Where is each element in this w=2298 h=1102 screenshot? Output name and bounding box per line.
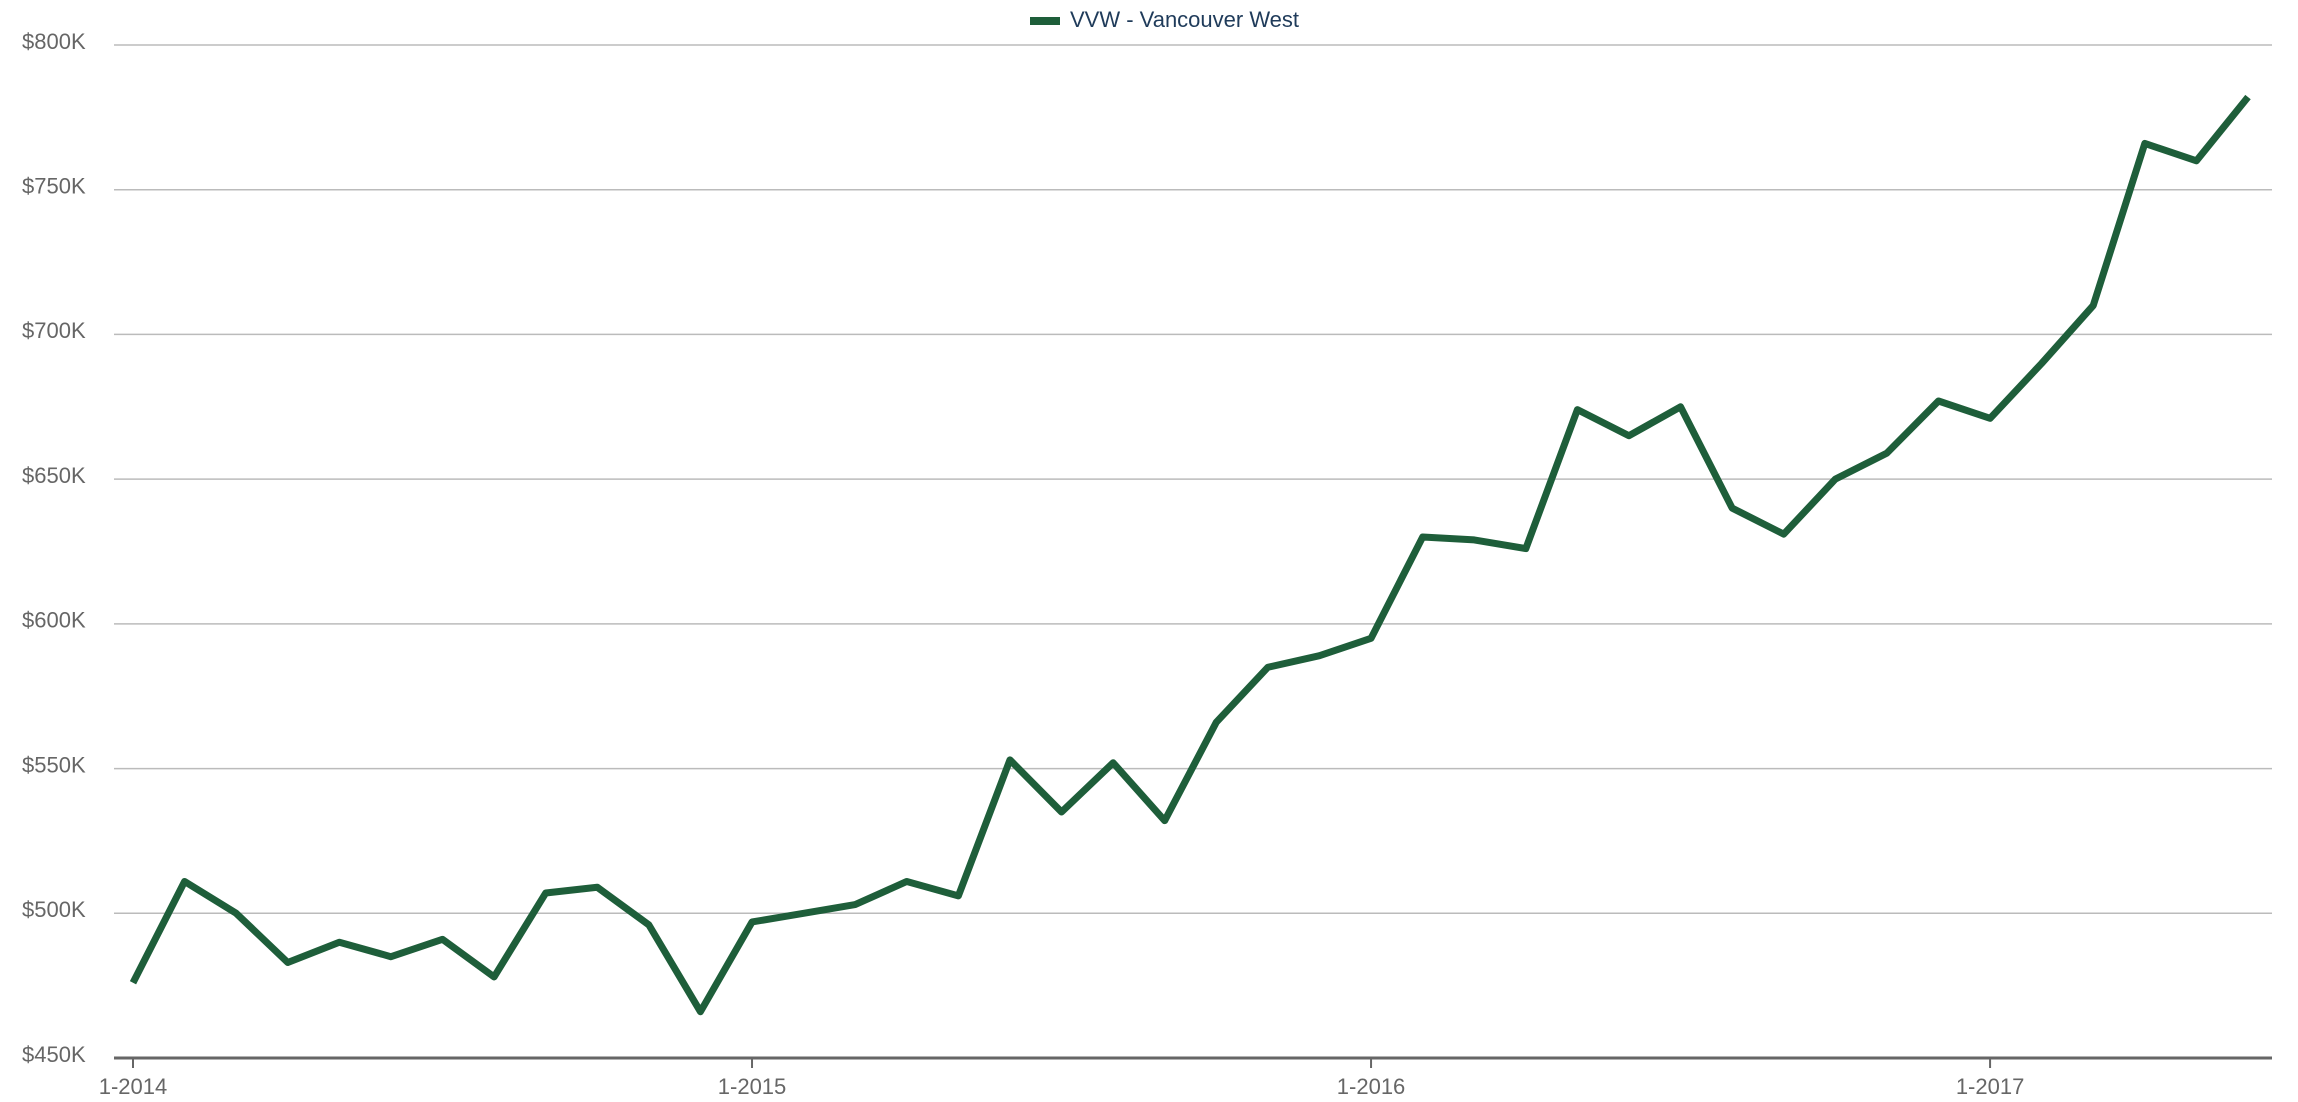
y-tick-label: $550K — [22, 752, 86, 777]
y-tick-label: $600K — [22, 608, 86, 633]
y-tick-label: $500K — [22, 897, 86, 922]
y-tick-label: $650K — [22, 463, 86, 488]
x-tick-label: 1-2017 — [1956, 1074, 2025, 1099]
x-tick-label: 1-2014 — [99, 1074, 168, 1099]
x-tick-label: 1-2015 — [718, 1074, 787, 1099]
y-tick-label: $800K — [22, 29, 86, 54]
y-tick-label: $450K — [22, 1042, 86, 1067]
x-tick-label: 1-2016 — [1337, 1074, 1406, 1099]
y-tick-label: $700K — [22, 318, 86, 343]
legend-swatch — [1030, 17, 1060, 25]
legend-label: VVW - Vancouver West — [1070, 7, 1299, 32]
line-series — [129, 94, 2251, 1016]
y-tick-label: $750K — [22, 174, 86, 199]
